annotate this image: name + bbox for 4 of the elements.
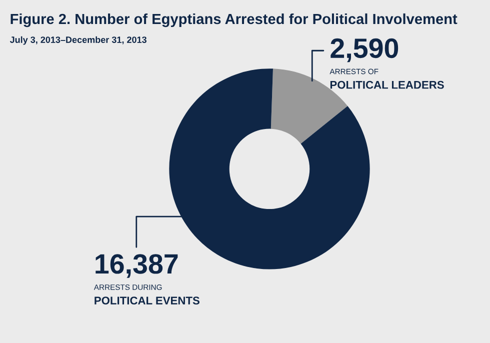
data-label: 16,387 — [96, 254, 178, 278]
chart-title: Figure 2. Number of Egyptians Arrested for Political Involvement — [10, 13, 458, 28]
data-label: 2,590 — [330, 38, 398, 62]
chart-subtitle: July 3, 2013–December 31, 2013 — [10, 36, 146, 45]
